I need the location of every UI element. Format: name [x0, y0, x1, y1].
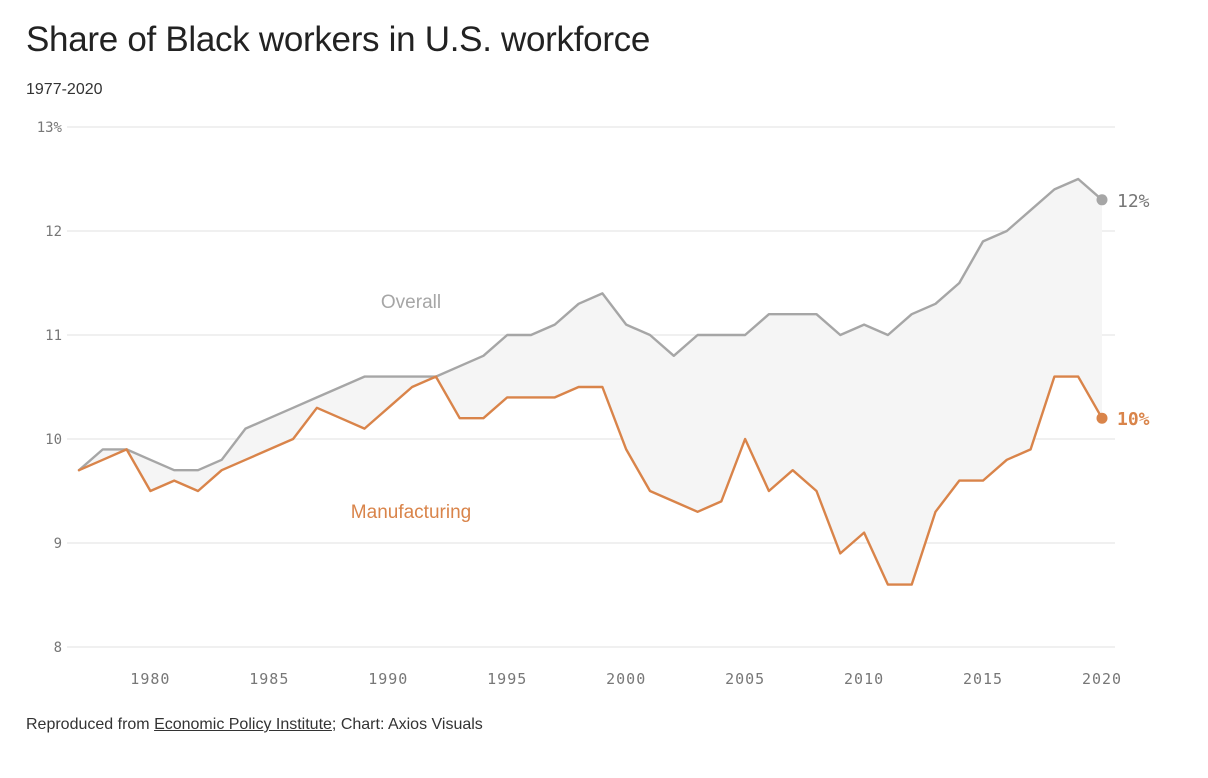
chart-title: Share of Black workers in U.S. workforce	[26, 20, 651, 59]
line-chart: 8 9 10 11 12 13% 1980 1985 1990 1995 2000 2005 2010 2…	[37, 120, 1150, 688]
footer-prefix: Reproduced from	[26, 716, 155, 733]
chart-footer: Reproduced from Economic Policy Institut…	[26, 716, 483, 734]
x-tick-label: 2020	[1082, 670, 1122, 688]
series-lines	[77, 177, 1108, 586]
series-line-overall	[77, 177, 1104, 472]
chart-subtitle: 1977-2020	[26, 81, 103, 98]
gap-fill	[79, 179, 1102, 585]
area-between-series	[79, 179, 1102, 585]
y-tick-label: 11	[45, 328, 62, 344]
x-tick-label: 2005	[725, 670, 765, 688]
x-tick-label: 2010	[844, 670, 884, 688]
x-tick-label: 1990	[368, 670, 408, 688]
y-tick-label: 10	[45, 432, 62, 448]
series-name-label-manufacturing: Manufacturing	[351, 502, 471, 523]
x-tick-label: 1995	[487, 670, 527, 688]
x-tick-label: 1985	[249, 670, 289, 688]
y-tick-label: 13%	[37, 120, 63, 136]
series-line-manufacturing	[77, 375, 1104, 586]
x-tick-label: 2015	[963, 670, 1003, 688]
y-tick-label: 8	[54, 640, 62, 656]
series-end-label-overall: 12%	[1117, 191, 1150, 212]
y-tick-label: 12	[45, 224, 62, 240]
footer-suffix: ; Chart: Axios Visuals	[331, 716, 483, 733]
series-end-label-manufacturing: 10%	[1117, 409, 1150, 430]
axis-labels: 8 9 10 11 12 13% 1980 1985 1990 1995 2000 2005 2010 2…	[37, 120, 1150, 688]
series-end-point-manufacturing	[1096, 412, 1108, 424]
source-link[interactable]: Economic Policy Institute	[154, 716, 332, 733]
series-name-label-overall: Overall	[381, 292, 441, 313]
x-tick-label: 1980	[130, 670, 170, 688]
series-end-point-overall	[1096, 194, 1108, 206]
y-tick-label: 9	[54, 536, 62, 552]
x-tick-label: 2000	[606, 670, 646, 688]
